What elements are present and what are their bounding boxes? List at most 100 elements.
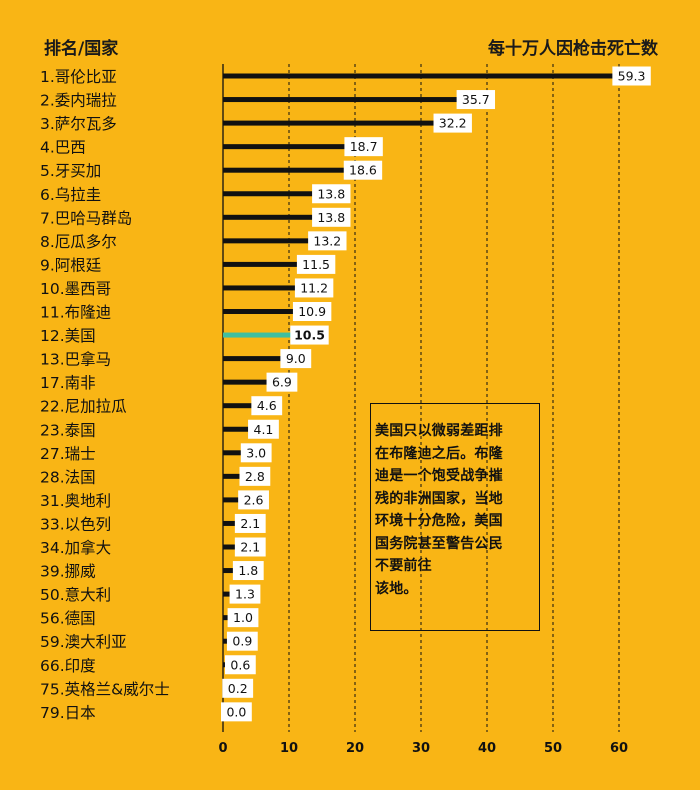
bar bbox=[223, 309, 295, 314]
category-label: 11.布隆迪 bbox=[40, 304, 111, 322]
value-label-box bbox=[221, 702, 252, 722]
category-label: 5.牙买加 bbox=[40, 162, 101, 180]
bar bbox=[223, 97, 459, 103]
x-tick-label: 60 bbox=[610, 741, 628, 756]
bar bbox=[223, 591, 232, 597]
category-label: 50.意大利 bbox=[40, 585, 111, 604]
value-label-box bbox=[266, 372, 298, 392]
data-label: 9.0 bbox=[286, 351, 306, 366]
bar bbox=[223, 568, 235, 574]
data-label: 18.6 bbox=[349, 163, 377, 178]
value-label-box bbox=[290, 325, 329, 345]
data-label: 13.2 bbox=[313, 233, 341, 248]
x-tick-label: 10 bbox=[280, 741, 298, 756]
category-label: 27.瑞士 bbox=[40, 445, 96, 463]
data-label: 2.8 bbox=[245, 469, 265, 484]
data-label: 11.5 bbox=[302, 257, 330, 272]
data-label: 35.7 bbox=[462, 92, 490, 107]
value-label-box bbox=[308, 231, 347, 251]
data-label: 2.6 bbox=[244, 492, 264, 507]
value-label-box bbox=[312, 184, 351, 204]
category-label: 34.加拿大 bbox=[40, 538, 111, 557]
data-label: 4.6 bbox=[257, 398, 277, 413]
data-label: 32.2 bbox=[439, 116, 467, 131]
value-label-box bbox=[240, 443, 272, 463]
category-label: 22.尼加拉瓜 bbox=[40, 398, 127, 416]
category-label: 13.巴拿马 bbox=[40, 350, 111, 369]
bar bbox=[223, 238, 311, 244]
bar bbox=[223, 615, 230, 621]
bar bbox=[223, 120, 436, 126]
bar bbox=[223, 144, 347, 150]
value-label-box bbox=[222, 678, 254, 698]
value-label-box bbox=[234, 513, 266, 533]
data-label: 0.6 bbox=[230, 657, 250, 672]
data-label: 0.2 bbox=[228, 681, 248, 696]
data-label: 0.9 bbox=[232, 634, 252, 649]
bar bbox=[223, 638, 229, 644]
value-label-box bbox=[234, 537, 266, 557]
data-label: 2.1 bbox=[240, 516, 260, 531]
data-label: 0.0 bbox=[226, 704, 246, 719]
category-label: 2.委内瑞拉 bbox=[40, 92, 117, 110]
bar bbox=[223, 473, 242, 479]
data-label: 6.9 bbox=[272, 375, 292, 390]
value-label-box bbox=[296, 254, 336, 274]
category-label: 17.南非 bbox=[40, 374, 96, 392]
category-label: 31.奥地利 bbox=[40, 492, 111, 510]
bar bbox=[223, 520, 237, 526]
value-label-box bbox=[229, 584, 261, 604]
category-label: 33.以色列 bbox=[40, 515, 111, 533]
x-tick-label: 20 bbox=[346, 741, 364, 756]
data-label: 1.8 bbox=[238, 563, 258, 578]
category-label: 79.日本 bbox=[40, 704, 96, 722]
data-label: 10.5 bbox=[294, 328, 325, 343]
value-label-box bbox=[280, 349, 312, 369]
category-label: 7.巴哈马群岛 bbox=[40, 209, 132, 227]
category-label: 10.墨西哥 bbox=[40, 280, 111, 298]
category-label: 59.澳大利亚 bbox=[40, 633, 127, 651]
data-label: 13.8 bbox=[317, 186, 345, 201]
value-label-box bbox=[248, 419, 279, 439]
bar bbox=[223, 191, 315, 197]
category-label: 39.挪威 bbox=[40, 563, 96, 581]
value-label-box bbox=[612, 66, 651, 86]
category-label: 3.萨尔瓦多 bbox=[40, 115, 117, 133]
value-label-box bbox=[456, 90, 496, 110]
value-label-box bbox=[312, 207, 351, 227]
value-label-box bbox=[433, 113, 472, 133]
bar bbox=[223, 497, 241, 503]
category-label: 75.英格兰&威尔士 bbox=[40, 680, 170, 698]
data-label: 10.9 bbox=[298, 304, 326, 319]
category-label: 6.乌拉圭 bbox=[40, 186, 101, 204]
bar bbox=[223, 261, 299, 267]
bar bbox=[223, 544, 237, 550]
axis-title-country: 排名/国家 bbox=[44, 39, 119, 59]
data-label: 59.3 bbox=[618, 69, 646, 84]
category-label: 9.阿根廷 bbox=[40, 256, 101, 274]
value-label-box bbox=[251, 396, 283, 416]
data-label: 3.0 bbox=[246, 445, 266, 460]
value-label-box bbox=[224, 655, 256, 675]
value-label-box bbox=[294, 278, 334, 298]
data-label: 2.1 bbox=[240, 540, 260, 555]
bar bbox=[223, 167, 346, 173]
value-label-box bbox=[226, 631, 258, 651]
x-tick-label: 40 bbox=[478, 741, 496, 756]
data-label: 4.1 bbox=[254, 422, 274, 437]
data-label: 13.8 bbox=[317, 210, 345, 225]
data-label: 18.7 bbox=[350, 139, 378, 154]
data-label: 1.3 bbox=[235, 587, 255, 602]
x-tick-label: 0 bbox=[218, 741, 227, 756]
value-label-box bbox=[238, 490, 269, 510]
category-label: 23.泰国 bbox=[40, 421, 96, 439]
data-label: 1.0 bbox=[233, 610, 253, 625]
annotation-box: 美国只以微弱差距排 在布隆迪之后。布隆 迪是一个饱受战争摧 残的非洲国家，当地 … bbox=[370, 403, 540, 631]
data-label: 11.2 bbox=[300, 280, 328, 295]
category-label: 8.厄瓜多尔 bbox=[40, 233, 117, 251]
category-label: 28.法国 bbox=[40, 468, 96, 486]
bar bbox=[223, 403, 254, 409]
value-label-box bbox=[344, 137, 383, 157]
category-label: 56.德国 bbox=[40, 610, 96, 628]
bar-highlight bbox=[223, 332, 293, 338]
